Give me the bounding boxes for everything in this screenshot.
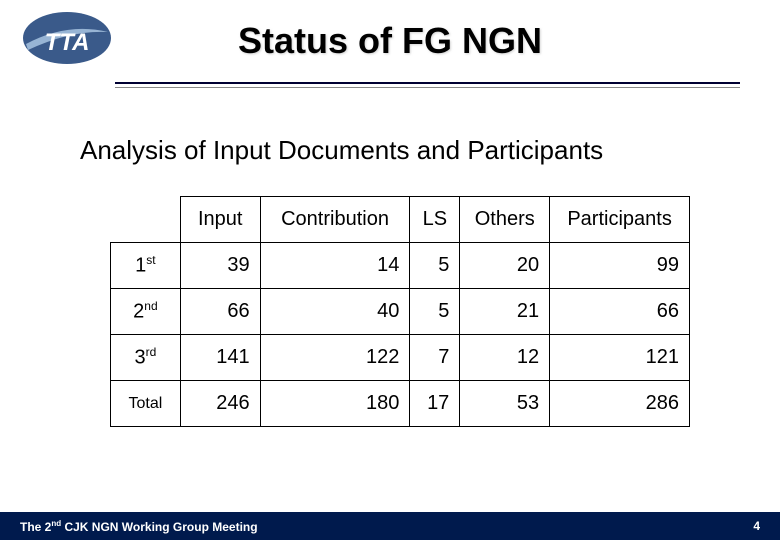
cell: 39 — [180, 243, 260, 289]
col-header-others: Others — [460, 197, 550, 243]
cell: 53 — [460, 381, 550, 427]
cell: 66 — [550, 289, 690, 335]
data-table: Input Contribution LS Others Participant… — [110, 196, 690, 427]
row-label-total: Total — [111, 381, 181, 427]
tta-logo: TTA — [20, 10, 115, 66]
col-header-ls: LS — [410, 197, 460, 243]
row-label: 1st — [111, 243, 181, 289]
cell: 66 — [180, 289, 260, 335]
table-row: 3rd 141 122 7 12 121 — [111, 335, 690, 381]
cell: 40 — [260, 289, 410, 335]
footer-text: The 2nd CJK NGN Working Group Meeting — [20, 519, 258, 534]
cell: 20 — [460, 243, 550, 289]
cell: 122 — [260, 335, 410, 381]
cell: 5 — [410, 243, 460, 289]
table-header-row: Input Contribution LS Others Participant… — [111, 197, 690, 243]
col-header-contribution: Contribution — [260, 197, 410, 243]
col-header-participants: Participants — [550, 197, 690, 243]
cell: 246 — [180, 381, 260, 427]
table-row: 2nd 66 40 5 21 66 — [111, 289, 690, 335]
svg-text:TTA: TTA — [45, 29, 90, 56]
cell: 286 — [550, 381, 690, 427]
title-rule-main — [115, 82, 740, 84]
cell: 12 — [460, 335, 550, 381]
table-row-total: Total 246 180 17 53 286 — [111, 381, 690, 427]
cell: 7 — [410, 335, 460, 381]
title-rule-sub — [115, 87, 740, 88]
table-corner-cell — [111, 197, 181, 243]
cell: 99 — [550, 243, 690, 289]
page-title: Status of FG NGN — [0, 0, 780, 62]
cell: 17 — [410, 381, 460, 427]
row-label: 3rd — [111, 335, 181, 381]
cell: 141 — [180, 335, 260, 381]
cell: 5 — [410, 289, 460, 335]
cell: 21 — [460, 289, 550, 335]
cell: 14 — [260, 243, 410, 289]
header: TTA Status of FG NGN — [0, 0, 780, 90]
subtitle: Analysis of Input Documents and Particip… — [80, 135, 780, 166]
footer-bar: The 2nd CJK NGN Working Group Meeting 4 — [0, 512, 780, 540]
col-header-input: Input — [180, 197, 260, 243]
page-number: 4 — [753, 519, 760, 533]
cell: 180 — [260, 381, 410, 427]
cell: 121 — [550, 335, 690, 381]
table-row: 1st 39 14 5 20 99 — [111, 243, 690, 289]
row-label: 2nd — [111, 289, 181, 335]
data-table-wrap: Input Contribution LS Others Participant… — [110, 196, 690, 427]
